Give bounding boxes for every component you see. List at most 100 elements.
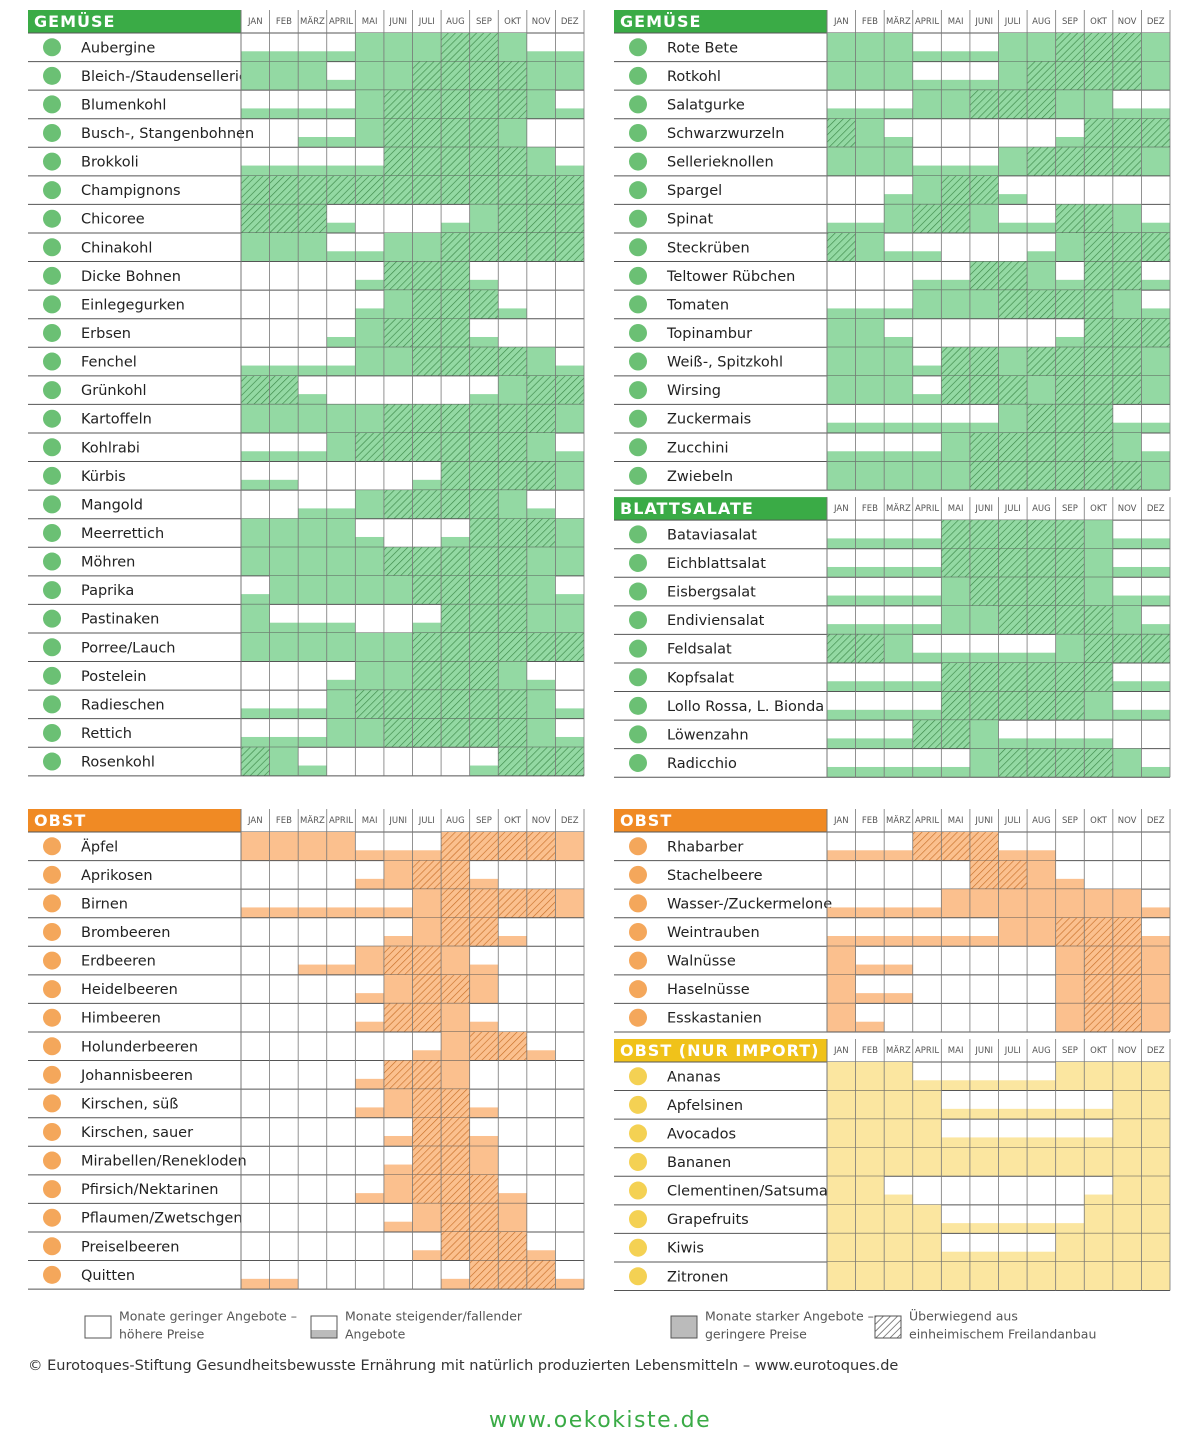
supply-bar [1055,1003,1085,1032]
local-hatch [912,832,942,861]
local-hatch [1027,90,1056,119]
supply-bar [298,832,327,861]
local-hatch [498,690,527,719]
supply-bar [412,622,442,633]
section-header [614,809,827,832]
supply-bar [441,1003,470,1032]
section-title: GEMÜSE [620,12,701,31]
month-label: MAI [948,504,964,514]
supply-bar [241,451,270,462]
local-hatch [383,1003,413,1032]
supply-bar [326,575,356,605]
local-hatch [827,118,856,148]
supply-bar [969,204,999,233]
item-icon [43,381,61,400]
supply-bar [1112,1119,1142,1148]
supply-bar [827,907,856,918]
local-hatch [241,747,270,776]
supply-bar [355,118,384,148]
supply-bar [941,1147,970,1177]
item-name: Rettich [81,726,132,742]
supply-bar [827,974,856,1004]
item-name: Endiviensalat [667,613,765,629]
item-name: Fenchel [81,355,137,371]
supply-bar [1112,595,1142,606]
supply-bar [884,935,913,947]
supply-bar [884,461,913,491]
supply-bar [1141,1261,1170,1291]
local-hatch [969,347,999,376]
month-label: JAN [833,816,849,826]
supply-bar [555,451,584,462]
item-icon [629,209,647,228]
item-name: Sellerieknollen [667,155,774,171]
local-hatch [1084,318,1113,348]
supply-bar [884,147,913,176]
item-icon [43,323,61,342]
supply-bar [412,1250,442,1261]
month-label: AUG [446,816,465,826]
supply-bar [526,1250,556,1261]
supply-bar [1112,889,1142,918]
month-label: MAI [948,1046,964,1056]
item-icon [43,1208,61,1227]
local-hatch [412,575,442,605]
supply-bar [998,738,1028,749]
local-hatch [498,175,527,205]
supply-bar [355,318,384,348]
local-hatch [1055,748,1085,778]
local-hatch [1141,634,1170,663]
supply-bar [998,222,1028,233]
local-hatch [998,662,1028,692]
local-hatch [998,860,1028,890]
local-hatch [1055,691,1085,721]
supply-bar [241,708,270,719]
supply-bar [1084,889,1113,918]
supply-bar [298,232,327,262]
section-title: OBST [34,811,86,830]
item-icon [629,1181,647,1200]
item-name: Champignons [81,183,181,199]
supply-bar [941,889,970,918]
local-hatch [1084,118,1113,148]
local-hatch [498,404,527,433]
local-hatch [441,917,470,947]
supply-bar [855,375,885,405]
supply-bar [884,624,913,635]
supply-bar [298,365,327,376]
local-hatch [441,232,470,262]
local-hatch [526,832,556,861]
local-hatch [1084,232,1113,262]
local-hatch [1112,61,1142,91]
local-hatch [1112,318,1142,348]
legend-text: Überwiegend aus [909,1308,1018,1324]
item-name: Busch-, Stangenbohnen [81,126,254,142]
supply-bar [412,479,442,491]
item-icon [629,381,647,400]
supply-bar [912,451,942,462]
supply-bar [969,51,999,62]
local-hatch [1027,691,1056,721]
local-hatch [1112,634,1142,663]
local-hatch [1112,375,1142,405]
local-hatch [469,432,499,462]
supply-bar [269,622,299,633]
local-hatch [1055,61,1085,91]
supply-bar [1055,1223,1085,1234]
local-hatch [441,490,470,519]
local-hatch [1027,577,1056,606]
month-label: NOV [1118,17,1137,27]
local-hatch [441,461,470,491]
local-hatch [941,691,970,721]
month-label: JULI [418,816,435,826]
supply-bar [269,232,299,262]
supply-bar [1112,290,1142,319]
supply-bar [355,33,384,62]
month-label: MÄRZ [886,16,911,27]
supply-bar [326,508,356,519]
month-label: JAN [833,17,849,27]
supply-bar [912,422,942,433]
supply-bar [326,622,356,633]
supply-bar [1112,422,1142,433]
item-icon [43,581,61,600]
